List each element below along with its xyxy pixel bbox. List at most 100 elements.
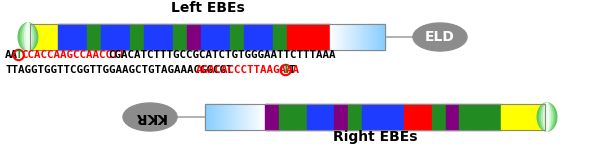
Bar: [211, 104, 212, 130]
Bar: [362, 24, 363, 50]
Bar: [242, 104, 243, 130]
Bar: [253, 104, 254, 130]
Bar: [375, 24, 376, 50]
Bar: [369, 24, 370, 50]
Bar: [354, 24, 355, 50]
Bar: [233, 104, 234, 130]
Bar: [229, 104, 230, 130]
Bar: [245, 104, 246, 130]
Bar: [221, 104, 222, 130]
Bar: [358, 24, 359, 50]
Text: AGACACCCTTAAGAAA: AGACACCCTTAAGAAA: [196, 65, 300, 75]
Bar: [208, 104, 209, 130]
Bar: [235, 104, 236, 130]
Bar: [371, 24, 372, 50]
Bar: [58, 24, 73, 50]
Bar: [361, 24, 362, 50]
Bar: [30, 24, 58, 50]
Bar: [293, 104, 307, 130]
Bar: [349, 24, 350, 50]
Bar: [240, 104, 241, 130]
Bar: [130, 24, 144, 50]
Text: KKR: KKR: [134, 110, 166, 124]
Bar: [418, 104, 431, 130]
Bar: [344, 24, 345, 50]
Ellipse shape: [25, 23, 32, 51]
Bar: [340, 24, 341, 50]
Bar: [265, 104, 279, 130]
Bar: [30, 24, 385, 50]
Bar: [223, 104, 224, 130]
Ellipse shape: [544, 103, 551, 131]
Bar: [254, 104, 255, 130]
Text: CGACATCTTTGCCGCATCTGTGGGAATTCTTTAAA: CGACATCTTTGCCGCATCTGTGGGAATTCTTTAAA: [109, 50, 336, 60]
Bar: [101, 24, 115, 50]
Ellipse shape: [545, 103, 548, 131]
Bar: [301, 24, 316, 50]
Bar: [320, 104, 334, 130]
Bar: [355, 24, 356, 50]
Bar: [258, 104, 259, 130]
Bar: [334, 104, 349, 130]
Bar: [373, 24, 374, 50]
Text: Left EBEs: Left EBEs: [170, 1, 244, 15]
Bar: [262, 104, 263, 130]
Bar: [241, 104, 242, 130]
Bar: [158, 24, 173, 50]
Bar: [349, 104, 362, 130]
Bar: [264, 104, 265, 130]
Bar: [372, 24, 373, 50]
Text: ELD: ELD: [425, 30, 455, 44]
Bar: [217, 104, 218, 130]
Bar: [446, 104, 460, 130]
Bar: [337, 24, 338, 50]
Bar: [210, 104, 211, 130]
Text: CCACCAAGCCAACCTT: CCACCAAGCCAACCTT: [22, 50, 125, 60]
Bar: [215, 104, 216, 130]
Bar: [377, 24, 378, 50]
Bar: [351, 24, 352, 50]
Bar: [343, 24, 344, 50]
Bar: [237, 104, 238, 130]
Bar: [381, 24, 382, 50]
Bar: [216, 104, 217, 130]
Bar: [316, 24, 330, 50]
Bar: [257, 104, 258, 130]
Bar: [376, 104, 390, 130]
Bar: [342, 24, 343, 50]
Bar: [367, 24, 368, 50]
Bar: [380, 24, 381, 50]
Bar: [246, 104, 247, 130]
Bar: [236, 104, 237, 130]
Text: T: T: [289, 65, 295, 75]
Ellipse shape: [541, 103, 553, 131]
Bar: [368, 24, 369, 50]
Bar: [252, 104, 253, 130]
Ellipse shape: [537, 103, 557, 131]
Bar: [259, 24, 273, 50]
Bar: [383, 24, 384, 50]
Ellipse shape: [123, 103, 177, 131]
Bar: [345, 24, 346, 50]
Text: T: T: [283, 65, 289, 75]
Ellipse shape: [539, 103, 555, 131]
Bar: [363, 24, 364, 50]
Bar: [515, 104, 545, 130]
Bar: [209, 104, 210, 130]
Ellipse shape: [26, 23, 29, 51]
Bar: [238, 104, 239, 130]
Bar: [115, 24, 130, 50]
Bar: [248, 104, 249, 130]
Bar: [287, 24, 301, 50]
Bar: [206, 104, 207, 130]
Bar: [144, 24, 158, 50]
Bar: [230, 104, 231, 130]
Bar: [353, 24, 354, 50]
Bar: [215, 24, 230, 50]
Bar: [226, 104, 227, 130]
Ellipse shape: [18, 23, 38, 51]
Bar: [214, 104, 215, 130]
Bar: [404, 104, 418, 130]
Bar: [255, 104, 256, 130]
Bar: [501, 104, 515, 130]
